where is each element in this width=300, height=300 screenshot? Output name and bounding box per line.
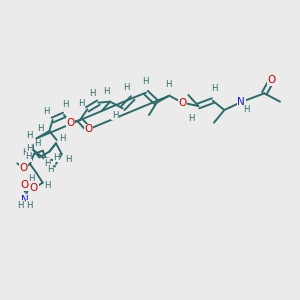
Text: H: H [26,144,33,153]
Text: H: H [26,200,33,209]
Text: O: O [19,163,28,173]
Text: H: H [211,84,218,93]
Text: H: H [89,89,96,98]
Text: H: H [103,86,110,95]
Text: O: O [268,75,276,85]
Text: H: H [62,100,69,109]
Text: H: H [188,114,195,123]
Text: O: O [20,180,28,190]
Text: H: H [17,200,24,209]
Text: O: O [178,98,187,108]
Text: H: H [44,182,51,190]
Text: O: O [30,183,38,193]
Text: H: H [28,174,35,183]
Text: H: H [34,140,41,148]
Text: N: N [21,195,29,205]
Text: H: H [78,99,84,108]
Text: N: N [238,97,245,107]
Text: H: H [47,165,54,174]
Text: H: H [22,148,28,157]
Text: H: H [26,130,32,140]
Text: H: H [165,80,172,89]
Text: H: H [59,134,66,143]
Text: H: H [44,159,51,168]
Text: H: H [44,107,50,116]
Text: H: H [142,77,148,86]
Text: H: H [243,106,250,115]
Text: O: O [84,124,92,134]
Text: H: H [112,110,118,119]
Text: H: H [38,124,44,133]
Text: H: H [65,155,72,164]
Text: H: H [123,83,129,92]
Text: H: H [25,152,32,161]
Text: O: O [67,118,75,128]
Text: H: H [53,153,60,162]
